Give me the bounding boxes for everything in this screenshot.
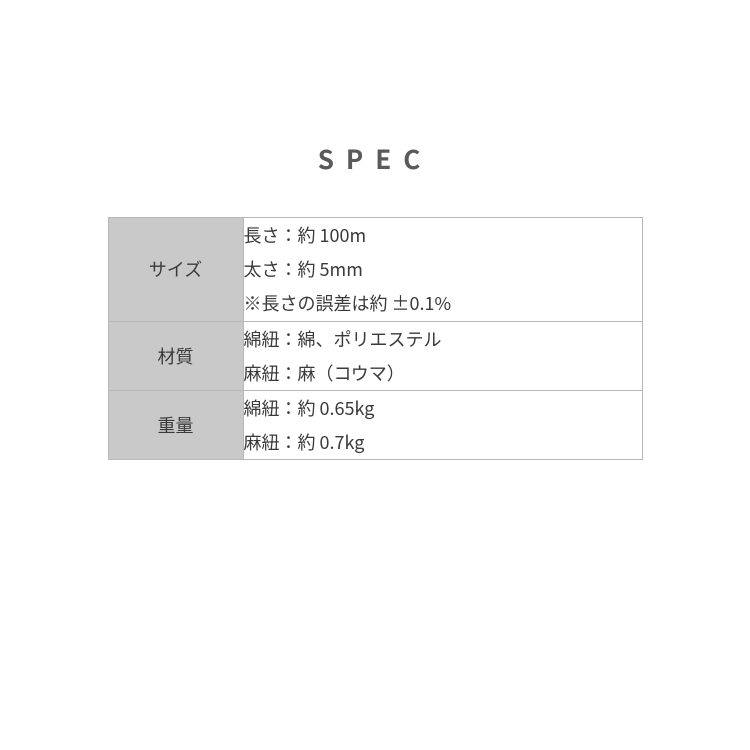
- spec-table: サイズ長さ：約 100m太さ：約 5mm※長さの誤差は約 ±0.1%材質綿紐：綿…: [108, 217, 643, 460]
- spec-table-body: サイズ長さ：約 100m太さ：約 5mm※長さの誤差は約 ±0.1%材質綿紐：綿…: [108, 218, 642, 460]
- spec-title: SPEC: [318, 140, 433, 177]
- spec-value-line: 長さ：約 100m: [244, 218, 642, 252]
- spec-value-line: ※長さの誤差は約 ±0.1%: [244, 286, 642, 320]
- spec-label: 重量: [108, 390, 243, 459]
- table-row: 重量綿紐：約 0.65kg麻紐：約 0.7kg: [108, 390, 642, 459]
- spec-value-line: 麻紐：麻（コウマ）: [244, 356, 642, 390]
- spec-value: 綿紐：綿、ポリエステル麻紐：麻（コウマ）: [243, 321, 642, 390]
- spec-value-line: 綿紐：綿、ポリエステル: [244, 322, 642, 356]
- spec-label: サイズ: [108, 218, 243, 322]
- table-row: 材質綿紐：綿、ポリエステル麻紐：麻（コウマ）: [108, 321, 642, 390]
- spec-value-line: 綿紐：約 0.65kg: [244, 391, 642, 425]
- spec-value-line: 麻紐：約 0.7kg: [244, 425, 642, 459]
- spec-label: 材質: [108, 321, 243, 390]
- spec-value: 長さ：約 100m太さ：約 5mm※長さの誤差は約 ±0.1%: [243, 218, 642, 322]
- spec-value-line: 太さ：約 5mm: [244, 252, 642, 286]
- table-row: サイズ長さ：約 100m太さ：約 5mm※長さの誤差は約 ±0.1%: [108, 218, 642, 322]
- spec-value: 綿紐：約 0.65kg麻紐：約 0.7kg: [243, 390, 642, 459]
